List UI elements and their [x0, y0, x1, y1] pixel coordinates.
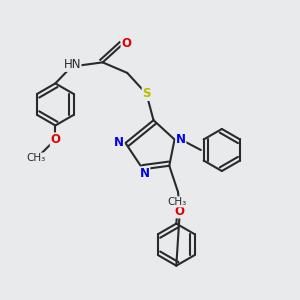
Text: N: N	[140, 167, 150, 180]
Text: S: S	[142, 87, 151, 101]
Text: O: O	[50, 133, 60, 146]
Text: HN: HN	[63, 58, 81, 71]
Text: N: N	[176, 133, 186, 146]
Text: CH₃: CH₃	[168, 197, 187, 207]
Text: O: O	[121, 37, 131, 50]
Text: N: N	[114, 136, 124, 149]
Text: CH₃: CH₃	[26, 153, 46, 163]
Text: O: O	[175, 205, 185, 218]
